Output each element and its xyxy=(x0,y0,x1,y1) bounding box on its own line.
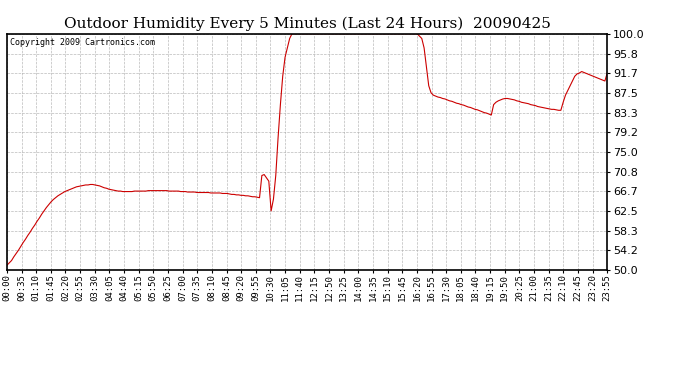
Title: Outdoor Humidity Every 5 Minutes (Last 24 Hours)  20090425: Outdoor Humidity Every 5 Minutes (Last 2… xyxy=(63,17,551,31)
Text: Copyright 2009 Cartronics.com: Copyright 2009 Cartronics.com xyxy=(10,39,155,48)
